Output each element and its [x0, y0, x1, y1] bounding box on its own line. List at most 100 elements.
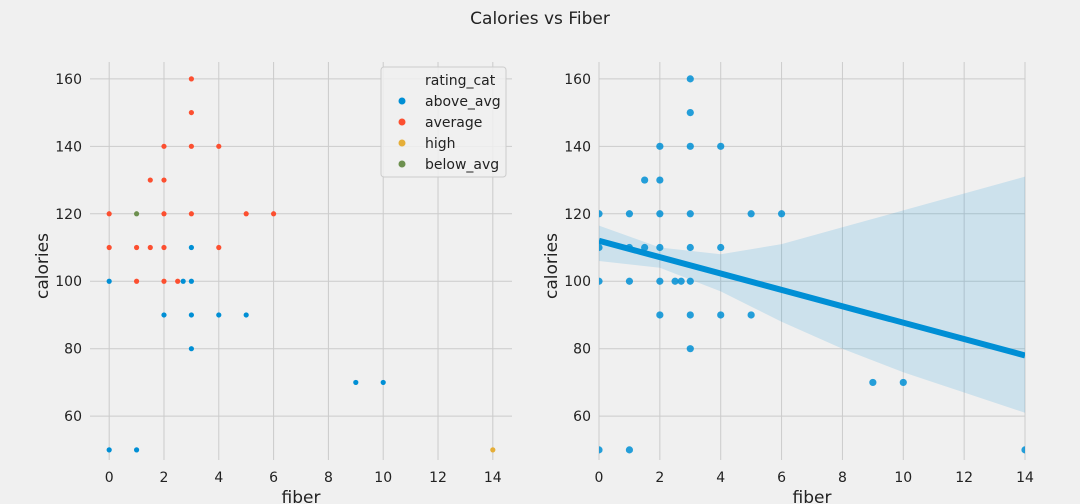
data-point	[106, 244, 112, 251]
legend-box	[380, 66, 507, 178]
figure-title: Calories vs Fiber	[470, 9, 610, 29]
data-point	[717, 311, 725, 319]
data-point	[147, 177, 153, 183]
legend-entry-average: average	[425, 115, 482, 131]
y-tick-label: 60	[64, 409, 82, 425]
data-point	[625, 446, 634, 454]
x-tick-label: 0	[105, 470, 114, 486]
y-tick-label: 100	[55, 274, 82, 290]
x-tick-label: 14	[1016, 470, 1034, 486]
data-point	[161, 211, 167, 217]
x-tick-label: 12	[955, 470, 973, 486]
data-point	[161, 177, 167, 183]
data-point	[1021, 446, 1025, 454]
x-tick-label: 8	[324, 470, 333, 486]
regression-line	[599, 237, 1025, 359]
y-tick-label: 80	[64, 342, 82, 358]
legend-title: rating_cat	[425, 73, 496, 89]
data-point	[686, 243, 694, 252]
x-tick-label: 0	[595, 470, 604, 486]
legend-entry-above_avg: above_avg	[425, 94, 501, 110]
data-point	[686, 142, 694, 150]
x-axis-label: fiber	[793, 488, 832, 504]
legend-marker	[398, 118, 406, 126]
data-point	[133, 278, 140, 284]
right-regression-chart: 0 2 4 6 8 10 12 14 60 80 100 120 140 160 fiber calories	[542, 62, 1034, 504]
data-point	[188, 312, 194, 318]
data-point	[747, 210, 755, 218]
data-point	[656, 142, 664, 150]
data-point	[243, 211, 249, 217]
data-point	[686, 311, 694, 319]
data-point	[656, 243, 664, 252]
data-point	[243, 312, 249, 318]
y-tick-label: 160	[55, 72, 82, 88]
x-tick-label: 10	[894, 470, 912, 486]
x-tick-label: 10	[374, 470, 392, 486]
data-point	[188, 244, 194, 251]
data-point	[270, 211, 277, 217]
y-axis-label: calories	[33, 233, 53, 299]
x-tick-label: 6	[777, 470, 786, 486]
legend-marker	[398, 97, 406, 105]
left-scatter-chart: 0 2 4 6 8 10 12 14 60 80 100 120 140 160 fiber calories…	[33, 62, 512, 504]
data-point	[180, 278, 186, 284]
x-tick-label: 12	[429, 470, 447, 486]
data-point	[147, 244, 153, 251]
confidence-band	[599, 176, 1025, 413]
data-point	[599, 277, 603, 285]
y-tick-label: 140	[564, 139, 591, 155]
y-tick-label: 140	[55, 139, 82, 155]
data-point	[671, 277, 679, 285]
data-point	[686, 210, 694, 218]
y-tick-label: 160	[564, 72, 591, 88]
legend-entry-high: high	[425, 136, 456, 152]
data-point	[869, 378, 877, 387]
data-point	[641, 176, 649, 184]
data-point	[133, 211, 140, 217]
data-point	[188, 346, 194, 352]
data-point	[188, 278, 194, 284]
data-point	[188, 143, 194, 149]
data-point	[599, 243, 603, 252]
data-point	[188, 109, 194, 116]
data-point	[599, 210, 603, 218]
y-tick-label: 120	[564, 207, 591, 223]
data-point	[106, 278, 112, 284]
x-tick-label: 8	[838, 470, 847, 486]
x-tick-label: 4	[716, 470, 725, 486]
series-average	[106, 76, 277, 284]
data-point	[656, 210, 664, 218]
data-point	[747, 311, 755, 319]
data-point	[106, 211, 112, 217]
data-point	[161, 278, 167, 284]
data-point	[216, 244, 222, 251]
x-tick-label: 14	[484, 470, 502, 486]
data-point	[677, 277, 685, 285]
data-point	[188, 211, 194, 217]
data-point	[599, 446, 603, 454]
data-point	[777, 210, 786, 218]
x-axis-label: fiber	[282, 488, 321, 504]
series-points	[599, 75, 1025, 454]
data-point	[686, 345, 694, 353]
data-point	[133, 244, 140, 251]
data-point	[161, 143, 167, 149]
data-point	[625, 277, 634, 285]
data-point	[216, 312, 222, 318]
y-tick-label: 60	[573, 409, 591, 425]
legend-entry-below_avg: below_avg	[425, 157, 499, 173]
series-below_avg	[133, 211, 140, 217]
gridlines	[598, 62, 1026, 460]
data-point	[188, 76, 194, 82]
data-point	[686, 277, 694, 285]
series-above_avg	[106, 244, 386, 453]
data-point	[717, 142, 725, 150]
legend-marker	[398, 160, 406, 168]
data-point	[656, 311, 664, 319]
data-point	[686, 108, 694, 117]
x-tick-label: 6	[269, 470, 278, 486]
x-tick-label: 4	[214, 470, 223, 486]
